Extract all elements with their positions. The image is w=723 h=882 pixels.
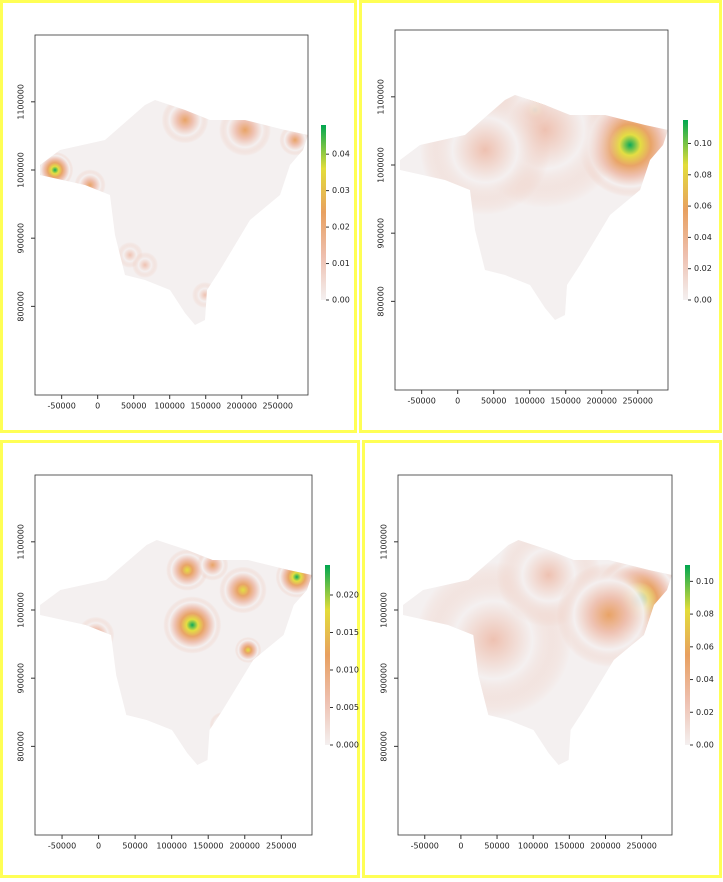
y-tick-label: 900000	[17, 663, 26, 694]
colorbar-tick-label: 0.02	[332, 223, 350, 232]
hotspot	[219, 104, 271, 156]
colorbar-tick-label: 0.04	[332, 150, 350, 159]
y-tick-label: 1000000	[377, 147, 386, 183]
colorbar-tick-label: 0.00	[694, 296, 712, 305]
y-tick-label: 1100000	[17, 84, 26, 120]
plot-frame	[397, 474, 673, 836]
x-tick-label: 100000	[518, 842, 549, 851]
x-tick-label: -50000	[411, 842, 439, 851]
hotspot	[234, 637, 262, 663]
colorbar-tick-label: 0.10	[696, 577, 714, 586]
colorbar	[685, 565, 690, 745]
region	[40, 100, 308, 325]
plot-frame	[394, 29, 669, 391]
hotspot	[132, 252, 158, 278]
density-layer	[415, 540, 672, 718]
x-tick-label: 250000	[626, 842, 657, 851]
x-tick-label: 250000	[262, 402, 293, 411]
x-tick-label: -50000	[47, 402, 75, 411]
x-tick-label: 250000	[266, 842, 297, 851]
x-tick-label: 100000	[514, 397, 545, 406]
hotspot	[275, 556, 312, 598]
colorbar-tick-label: 0.010	[336, 666, 359, 675]
y-tick-label: 1100000	[380, 524, 389, 560]
density-layer	[420, 95, 668, 215]
x-tick-label: 100000	[156, 842, 187, 851]
colorbar-tick-label: 0.06	[694, 202, 712, 211]
x-tick-label: 150000	[190, 402, 221, 411]
x-tick-label: 200000	[226, 402, 257, 411]
x-tick-label: 0	[96, 842, 101, 851]
colorbar	[683, 120, 688, 300]
colorbar-tick-label: 0.015	[336, 628, 359, 637]
x-tick-label: 0	[95, 402, 100, 411]
hotspot	[192, 282, 218, 308]
x-tick-label: 50000	[122, 842, 147, 851]
y-tick-label: 900000	[377, 218, 386, 249]
x-tick-label: 150000	[554, 842, 585, 851]
colorbar-tick-label: 0.02	[696, 708, 714, 717]
y-tick-label: 1000000	[17, 152, 26, 188]
colorbar	[321, 125, 326, 300]
hotspot	[40, 151, 74, 189]
y-tick-label: 1100000	[377, 79, 386, 115]
colorbar-tick-label: 0.005	[336, 703, 359, 712]
y-tick-label: 1000000	[380, 592, 389, 628]
x-tick-label: 250000	[622, 397, 653, 406]
x-tick-label: 200000	[229, 842, 260, 851]
hotspot	[161, 100, 209, 144]
x-tick-label: 100000	[154, 402, 185, 411]
hotspot	[163, 596, 222, 654]
y-tick-label: 800000	[380, 731, 389, 762]
x-tick-label: 150000	[193, 842, 224, 851]
panel-frame	[0, 440, 360, 878]
y-tick-label: 1000000	[17, 592, 26, 628]
colorbar-tick-label: 0.08	[694, 170, 712, 179]
colorbar-tick-label: 0.020	[336, 591, 359, 600]
hotspot	[219, 566, 267, 614]
y-tick-label: 900000	[17, 223, 26, 254]
x-tick-label: 200000	[590, 842, 621, 851]
plot-frame	[34, 34, 309, 396]
hotspot	[74, 169, 106, 201]
plot-frame	[34, 474, 313, 836]
x-tick-label: 0	[458, 842, 463, 851]
y-tick-label: 900000	[380, 663, 389, 694]
x-tick-label: 50000	[121, 402, 146, 411]
colorbar-tick-label: 0.06	[696, 642, 714, 651]
x-tick-label: 0	[455, 397, 460, 406]
y-tick-label: 800000	[17, 291, 26, 322]
hotspot	[420, 95, 550, 215]
hotspot	[196, 549, 229, 581]
colorbar-tick-label: 0.03	[332, 186, 350, 195]
hotspot	[77, 616, 115, 654]
x-tick-label: 50000	[481, 397, 506, 406]
y-tick-label: 1100000	[17, 524, 26, 560]
panel-frame	[362, 440, 722, 878]
x-tick-label: -50000	[48, 842, 76, 851]
y-tick-label: 800000	[17, 731, 26, 762]
hotspot	[209, 712, 236, 738]
colorbar-tick-label: 0.04	[696, 675, 714, 684]
x-tick-label: 200000	[586, 397, 617, 406]
panel-frame	[0, 0, 357, 433]
colorbar-tick-label: 0.02	[694, 264, 712, 273]
x-tick-label: 50000	[484, 842, 509, 851]
colorbar-tick-label: 0.01	[332, 259, 350, 268]
hotspot	[556, 563, 661, 667]
x-tick-label: 150000	[550, 397, 581, 406]
colorbar-tick-label: 0.08	[696, 610, 714, 619]
colorbar-tick-label: 0.00	[332, 296, 350, 305]
colorbar-tick-label: 0.000	[336, 741, 359, 750]
colorbar-tick-label: 0.04	[694, 233, 712, 242]
panel-frame	[359, 0, 722, 433]
colorbar-tick-label: 0.10	[694, 139, 712, 148]
x-tick-label: -50000	[407, 397, 435, 406]
hotspot	[279, 124, 308, 156]
colorbar	[325, 565, 330, 745]
y-tick-label: 800000	[377, 286, 386, 317]
colorbar-tick-label: 0.00	[696, 741, 714, 750]
